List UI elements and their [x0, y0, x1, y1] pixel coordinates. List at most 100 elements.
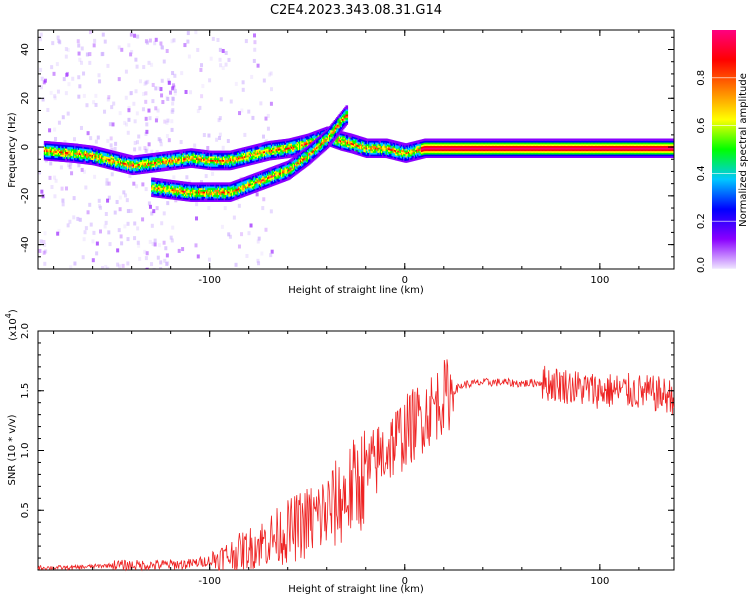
spectrogram-noise-cell [181, 247, 185, 252]
spectrogram-noise-cell [257, 261, 261, 266]
spectrogram-noise-cell [106, 63, 110, 68]
spectrogram-noise-cell [207, 133, 211, 138]
spectrogram-noise-cell [117, 228, 121, 233]
spectrogram-noise-cell [144, 148, 148, 153]
spectrogram-noise-cell [166, 118, 170, 123]
spectrogram-noise-cell [43, 78, 47, 83]
spectrogram-noise-cell [251, 115, 255, 120]
spectrogram-noise-cell [166, 96, 170, 101]
spectrogram-noise-cell [106, 198, 110, 203]
spectrogram-noise-cell [216, 38, 220, 43]
spectrogram-noise-cell [92, 43, 96, 48]
spectrogram-noise-cell [68, 165, 72, 170]
spectrogram-noise-cell [217, 136, 221, 141]
spectrogram-noise-cell [56, 35, 60, 40]
spectrogram-noise-cell [57, 120, 61, 125]
spectrogram-noise-cell [207, 206, 211, 211]
spectrogram-noise-cell [95, 241, 99, 246]
spectrogram-noise-cell [155, 150, 159, 155]
spectrogram-noise-cell [66, 111, 70, 116]
spectrogram-noise-cell [224, 50, 228, 55]
spectrogram-noise-cell [221, 65, 225, 70]
spectrogram-noise-cell [184, 89, 188, 94]
spectrogram-noise-cell [76, 216, 80, 221]
spectrogram-noise-cell [98, 79, 102, 84]
spectrogram-noise-cell [171, 97, 175, 102]
spectrogram-noise-cell [156, 108, 160, 113]
spectrogram-noise-cell [154, 86, 158, 91]
spectrogram-noise-cell [122, 190, 126, 195]
spectrogram-noise-cell [61, 202, 65, 207]
spectrogram-noise-cell [82, 169, 86, 174]
spectrogram-noise-cell [88, 30, 92, 35]
spectrogram-noise-cell [244, 39, 248, 44]
spectrogram-noise-cell [223, 206, 227, 211]
spectrogram-noise-cell [196, 254, 200, 259]
spectrogram-noise-cell [150, 149, 154, 154]
spectrogram-noise-cell [174, 198, 178, 203]
spectrogram-noise-cell [113, 210, 117, 215]
spectrogram-noise-cell [115, 199, 119, 204]
spectrogram-noise-cell [151, 82, 155, 87]
spectrogram-noise-cell [143, 146, 147, 151]
spectrogram-noise-cell [150, 223, 154, 228]
spectrogram-noise-cell [135, 184, 139, 189]
spectrogram-noise-cell [199, 67, 203, 72]
spectrogram-noise-cell [91, 239, 95, 244]
spectrogram-noise-cell [59, 165, 63, 170]
spectrogram-noise-cell [171, 86, 175, 91]
spectrogram-noise-cell [56, 231, 60, 236]
spectrogram-noise-cell [50, 184, 54, 189]
spectrogram-noise-cell [76, 39, 80, 44]
spectrogram-noise-cell [201, 84, 205, 89]
spectrogram-noise-cell [194, 30, 198, 35]
spectrogram-noise-cell [53, 127, 57, 132]
spectrogram-noise-cell [53, 94, 57, 99]
spectrogram-noise-cell [127, 105, 131, 110]
spectrogram-noise-cell [132, 181, 136, 186]
spectrogram-noise-cell [237, 244, 241, 249]
spectrogram-noise-cell [238, 111, 242, 116]
spectrogram-noise-cell [42, 80, 46, 85]
spectrogram-noise-cell [145, 267, 149, 269]
spectrogram-noise-cell [126, 130, 130, 135]
spectrogram-noise-cell [144, 256, 148, 261]
spectrogram-noise-cell [106, 266, 110, 269]
spectrogram-noise-cell [113, 146, 117, 151]
spectrogram-noise-cell [135, 140, 139, 145]
spectrogram-noise-cell [171, 71, 175, 76]
spectrogram-noise-cell [165, 120, 169, 125]
spectrogram-noise-cell [43, 231, 47, 236]
spectrogram-noise-cell [82, 93, 86, 98]
spectrogram-noise-cell [133, 33, 137, 38]
spectrogram-noise-cell [155, 206, 159, 211]
spectrogram-noise-cell [77, 75, 81, 80]
spectrogram-noise-cell [79, 60, 83, 65]
spectrogram-noise-cell [108, 122, 112, 127]
spectrogram-noise-cell [67, 82, 71, 87]
spectrogram-noise-cell [262, 197, 266, 202]
spectrogram-noise-cell [226, 138, 230, 143]
spectrogram-noise-cell [57, 228, 61, 233]
spectrogram-noise-cell [54, 178, 58, 183]
spectrogram-noise-cell [54, 136, 58, 141]
spectrogram-noise-cell [41, 97, 45, 102]
spectrogram-noise-cell [144, 187, 148, 192]
spectrogram-noise-cell [39, 67, 43, 72]
spectrogram-noise-cell [218, 47, 222, 52]
spectrogram-noise-cell [89, 222, 93, 227]
spectrogram-noise-cell [141, 182, 145, 187]
spectrogram-noise-cell [133, 119, 137, 124]
spectrogram-noise-cell [169, 235, 173, 240]
spectrogram-noise-cell [60, 186, 64, 191]
spectrogram-noise-cell [168, 266, 172, 269]
spectrogram-noise-cell [221, 48, 225, 53]
spectrogram-noise-cell [110, 147, 114, 152]
spectrogram-noise-cell [170, 119, 174, 124]
spectrogram-noise-cell [171, 109, 175, 114]
spectrogram-noise-cell [146, 79, 150, 84]
spectrogram-noise-cell [135, 64, 139, 69]
spectrogram-noise-cell [152, 267, 156, 269]
spectrogram-noise-cell [105, 181, 109, 186]
spectrogram-noise-cell [219, 63, 223, 68]
